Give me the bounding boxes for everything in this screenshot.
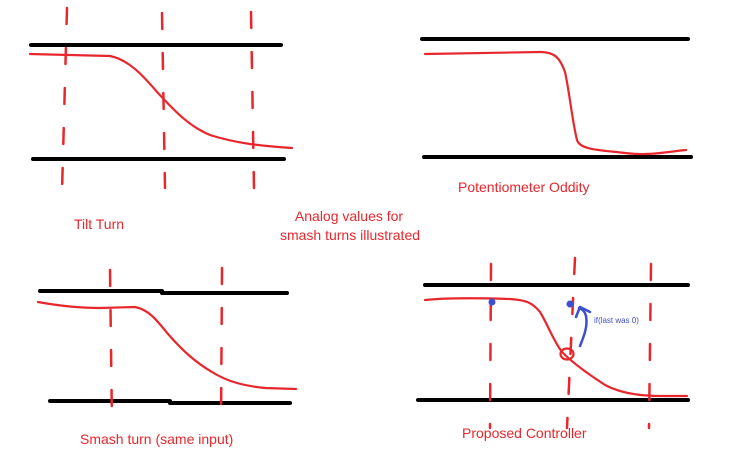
highlight-circle — [559, 347, 575, 361]
sample-point-dot — [566, 300, 574, 308]
dashed-marker-line — [160, 11, 167, 190]
dashed-marker-line — [488, 262, 493, 430]
sample-point-dot — [488, 298, 496, 306]
panel-smash-turn: Smash turn (same input) — [36, 266, 298, 447]
center-caption-line-2: smash turns illustrated — [280, 227, 420, 243]
potentiometer-oddity-label: Potentiometer Oddity — [458, 179, 590, 195]
annotation-text: if(last was 0) — [594, 316, 639, 325]
proposed-controller-label: Proposed Controller — [462, 425, 587, 441]
dashed-marker-line — [219, 266, 224, 427]
signal-curve — [423, 297, 689, 398]
annotation-arrow — [577, 306, 588, 348]
panel-potentiometer-oddity: Potentiometer Oddity — [420, 37, 693, 195]
dashed-marker-line — [108, 268, 114, 427]
dashed-marker-line — [249, 10, 256, 190]
center-caption-line-1: Analog values for — [295, 208, 404, 224]
panel-tilt-turn: Tilt Turn — [28, 6, 294, 232]
signal-curve — [28, 52, 294, 150]
dashed-marker-line — [565, 256, 577, 430]
center-caption: Analog values for smash turns illustrate… — [280, 208, 420, 243]
signal-curve — [36, 300, 298, 391]
smash-turn-label: Smash turn (same input) — [80, 431, 233, 447]
signal-curve — [423, 50, 688, 156]
dashed-marker-line — [60, 6, 69, 194]
dashed-marker-line — [647, 262, 653, 430]
arrowhead — [574, 305, 592, 319]
panel-proposed-controller: if(last was 0) Proposed Controller — [416, 256, 690, 441]
tilt-turn-label: Tilt Turn — [74, 216, 124, 232]
